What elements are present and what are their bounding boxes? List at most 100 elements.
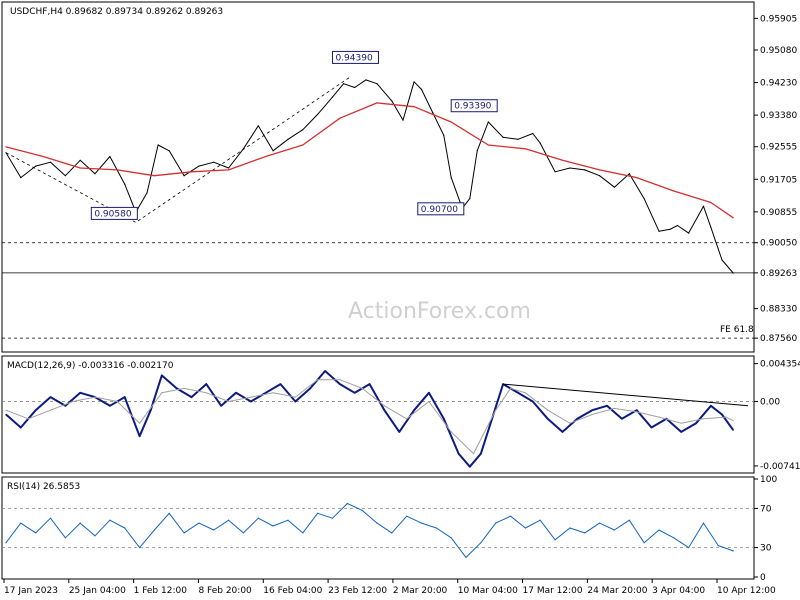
price-series-0-point xyxy=(79,159,81,161)
rsi-series-0-point xyxy=(510,515,512,517)
macd-series-0-point xyxy=(109,405,111,407)
price-series-0-point xyxy=(331,96,334,98)
rsi-ytick-label: 70 xyxy=(760,504,772,514)
rsi-series-0-point xyxy=(242,532,244,534)
macd-series-0-point xyxy=(398,431,400,433)
rsi-series-0-point xyxy=(673,537,675,539)
rsi-series-0-point xyxy=(376,522,378,524)
rsi-series-0-point xyxy=(435,527,437,529)
rsi-series-0-point xyxy=(732,550,734,552)
macd-series-0-point xyxy=(190,396,193,398)
rsi-series-0-point xyxy=(317,512,319,514)
x-tick-label: 17 Mar 12:00 xyxy=(523,586,583,596)
rsi-series-0-point xyxy=(272,525,274,527)
macd-series-0-point xyxy=(428,392,430,394)
price-series-1-point xyxy=(339,117,341,119)
macd-series-0-point xyxy=(176,387,178,389)
rsi-y-axis: 100 70 30 0 xyxy=(760,475,777,583)
rsi-series-0-point xyxy=(643,542,645,544)
price-series-1-point xyxy=(190,171,193,173)
macd-series-1-point xyxy=(613,407,616,409)
macd-title: MACD(12,26,9) -0.003316 -0.002170 xyxy=(7,361,174,371)
macd-series-1-point xyxy=(495,409,497,411)
macd-series-0-point xyxy=(680,431,682,433)
macd-series-0-point xyxy=(695,422,697,424)
macd-series-0-point xyxy=(721,413,723,416)
rsi-series-line-0 xyxy=(5,503,734,558)
price-series-0-point xyxy=(688,232,690,234)
price-series-0-point xyxy=(183,175,185,177)
macd-series-0-point xyxy=(205,383,207,385)
price-series-0-point xyxy=(539,142,541,144)
price-series-0-point xyxy=(317,113,319,115)
price-series-0-point xyxy=(532,132,534,135)
macd-series-0-point xyxy=(650,426,653,429)
price-reference-lines xyxy=(2,242,754,339)
macd-series-0-point xyxy=(443,418,445,420)
macd-series-line-0 xyxy=(5,370,735,468)
price-panel-frame xyxy=(1,1,755,353)
rsi-series-0-point xyxy=(183,532,185,534)
rsi-series-0-point xyxy=(139,547,141,549)
rsi-series-0-point xyxy=(5,542,7,544)
price-series-0-point xyxy=(124,183,126,185)
rsi-series-0-point xyxy=(228,519,230,521)
price-ytick-label: 0.90855 xyxy=(760,208,797,218)
rsi-series-0-point xyxy=(153,529,155,531)
macd-series-1-point xyxy=(428,400,430,403)
annotation-label: 0.90580 xyxy=(94,209,131,219)
rsi-series-0-point xyxy=(465,556,467,559)
macd-series-0-point xyxy=(732,429,734,431)
rsi-series-0-point xyxy=(257,517,259,519)
macd-series-0-point xyxy=(294,400,296,403)
x-tick-label: 16 Feb 04:00 xyxy=(263,586,322,596)
x-tick-label: 8 Feb 20:00 xyxy=(198,586,252,596)
rsi-series-0-point xyxy=(628,519,630,521)
rsi-gridlines xyxy=(2,478,758,578)
price-series-1-point xyxy=(732,217,734,219)
rsi-series-0-point xyxy=(658,529,660,531)
macd-series-1-point xyxy=(361,387,363,389)
macd-series-0-point xyxy=(324,370,326,372)
rsi-series-0-point xyxy=(79,522,81,524)
price-series-0-point xyxy=(198,165,200,167)
rsi-series-0-point xyxy=(613,529,616,531)
macd-series-1-point xyxy=(183,387,185,389)
macd-series-1-point xyxy=(250,396,252,398)
price-series-0-point xyxy=(391,100,393,102)
price-series-0-point xyxy=(658,230,660,232)
price-series-1-point xyxy=(42,155,44,158)
macd-series-0-point xyxy=(532,400,534,403)
macd-series-1-point xyxy=(94,396,96,398)
macd-series-1-point xyxy=(294,396,296,398)
price-series-1-point xyxy=(450,121,452,123)
price-series-0-point xyxy=(146,192,148,194)
price-series-0-point xyxy=(569,167,571,169)
macd-series-1-point xyxy=(161,392,163,394)
macd-series-0-point xyxy=(369,383,371,385)
macd-ytick-label: 0.00 xyxy=(760,397,780,407)
price-series-0-point xyxy=(643,198,645,200)
macd-series-0-point xyxy=(279,383,282,385)
macd-series-0-point xyxy=(20,426,22,429)
rsi-series-0-point xyxy=(495,522,497,524)
macd-series-0-point xyxy=(5,413,7,416)
price-series-0-point xyxy=(376,83,378,85)
macd-series-0-point xyxy=(309,387,311,389)
rsi-series-0-point xyxy=(717,545,719,547)
macd-series-0-point xyxy=(49,396,52,398)
x-axis: 17 Jan 2023 25 Jan 04:00 1 Feb 12:00 8 Feb … xyxy=(3,579,776,596)
rsi-ytick-label: 0 xyxy=(760,573,766,583)
macd-series-1-point xyxy=(139,422,141,424)
price-series-0-point xyxy=(302,129,304,131)
price-series-1-point xyxy=(228,169,230,171)
rsi-series-0-point xyxy=(539,519,541,521)
annotation-box xyxy=(450,99,498,113)
price-series-1-point xyxy=(376,102,378,104)
fe-label: FE 61.8 xyxy=(720,325,754,335)
price-series-1-point xyxy=(153,175,155,177)
x-tick-label: 2 Mar 20:00 xyxy=(393,586,448,596)
x-tick-label: 25 Jan 04:00 xyxy=(69,586,126,596)
macd-trendline xyxy=(503,383,749,407)
